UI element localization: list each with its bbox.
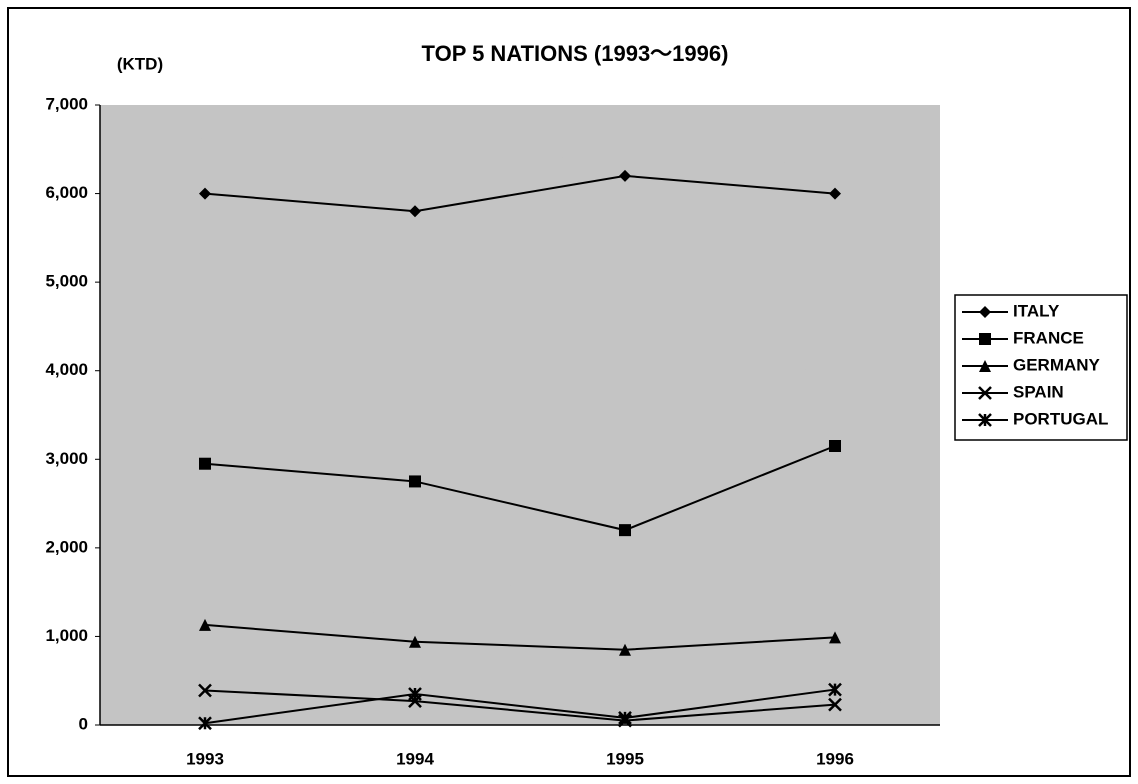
data-point (408, 687, 422, 701)
data-point (828, 682, 842, 697)
x-tick-label: 1994 (396, 749, 434, 768)
legend-marker (978, 386, 992, 400)
y-axis-label: (KTD) (117, 54, 163, 73)
y-tick-label: 4,000 (45, 360, 88, 379)
data-point (619, 169, 631, 182)
data-point (618, 711, 632, 725)
x-tick-label: 1996 (816, 749, 854, 768)
data-point (199, 457, 211, 470)
x-tick-label: 1995 (606, 749, 644, 768)
data-point (199, 618, 211, 631)
series-line (204, 623, 836, 651)
legend-marker (979, 360, 991, 372)
data-point (829, 440, 841, 452)
legend-label: PORTUGAL (1013, 409, 1108, 428)
legend-marker (979, 306, 991, 318)
legend-label: SPAIN (1013, 382, 1064, 401)
y-tick-label: 1,000 (45, 626, 88, 645)
data-point (409, 205, 421, 218)
y-tick-label: 6,000 (45, 183, 88, 202)
series-line (204, 445, 836, 532)
legend-marker (979, 333, 991, 345)
data-point (198, 716, 212, 731)
legend-label: ITALY (1013, 301, 1060, 320)
data-point (409, 475, 421, 488)
y-tick-label: 0 (79, 714, 88, 733)
data-point (198, 683, 212, 698)
y-tick-label: 3,000 (45, 449, 88, 468)
series-line (204, 688, 836, 725)
data-point (619, 524, 631, 537)
data-point (829, 631, 841, 644)
legend-label: GERMANY (1013, 355, 1101, 374)
legend-label: FRANCE (1013, 328, 1084, 347)
data-point (199, 187, 211, 200)
data-point (619, 643, 631, 656)
x-tick-label: 1993 (186, 749, 224, 768)
y-tick-label: 7,000 (45, 94, 88, 113)
series-line (204, 689, 836, 722)
data-point (409, 635, 421, 648)
legend-marker (978, 413, 992, 427)
chart-title: TOP 5 NATIONS (1993～1996) (422, 41, 729, 66)
y-tick-label: 5,000 (45, 272, 88, 291)
plot-texture (100, 105, 940, 725)
y-tick-label: 2,000 (45, 537, 88, 556)
data-point (828, 697, 842, 712)
data-point (829, 187, 841, 200)
series-line (204, 174, 836, 213)
